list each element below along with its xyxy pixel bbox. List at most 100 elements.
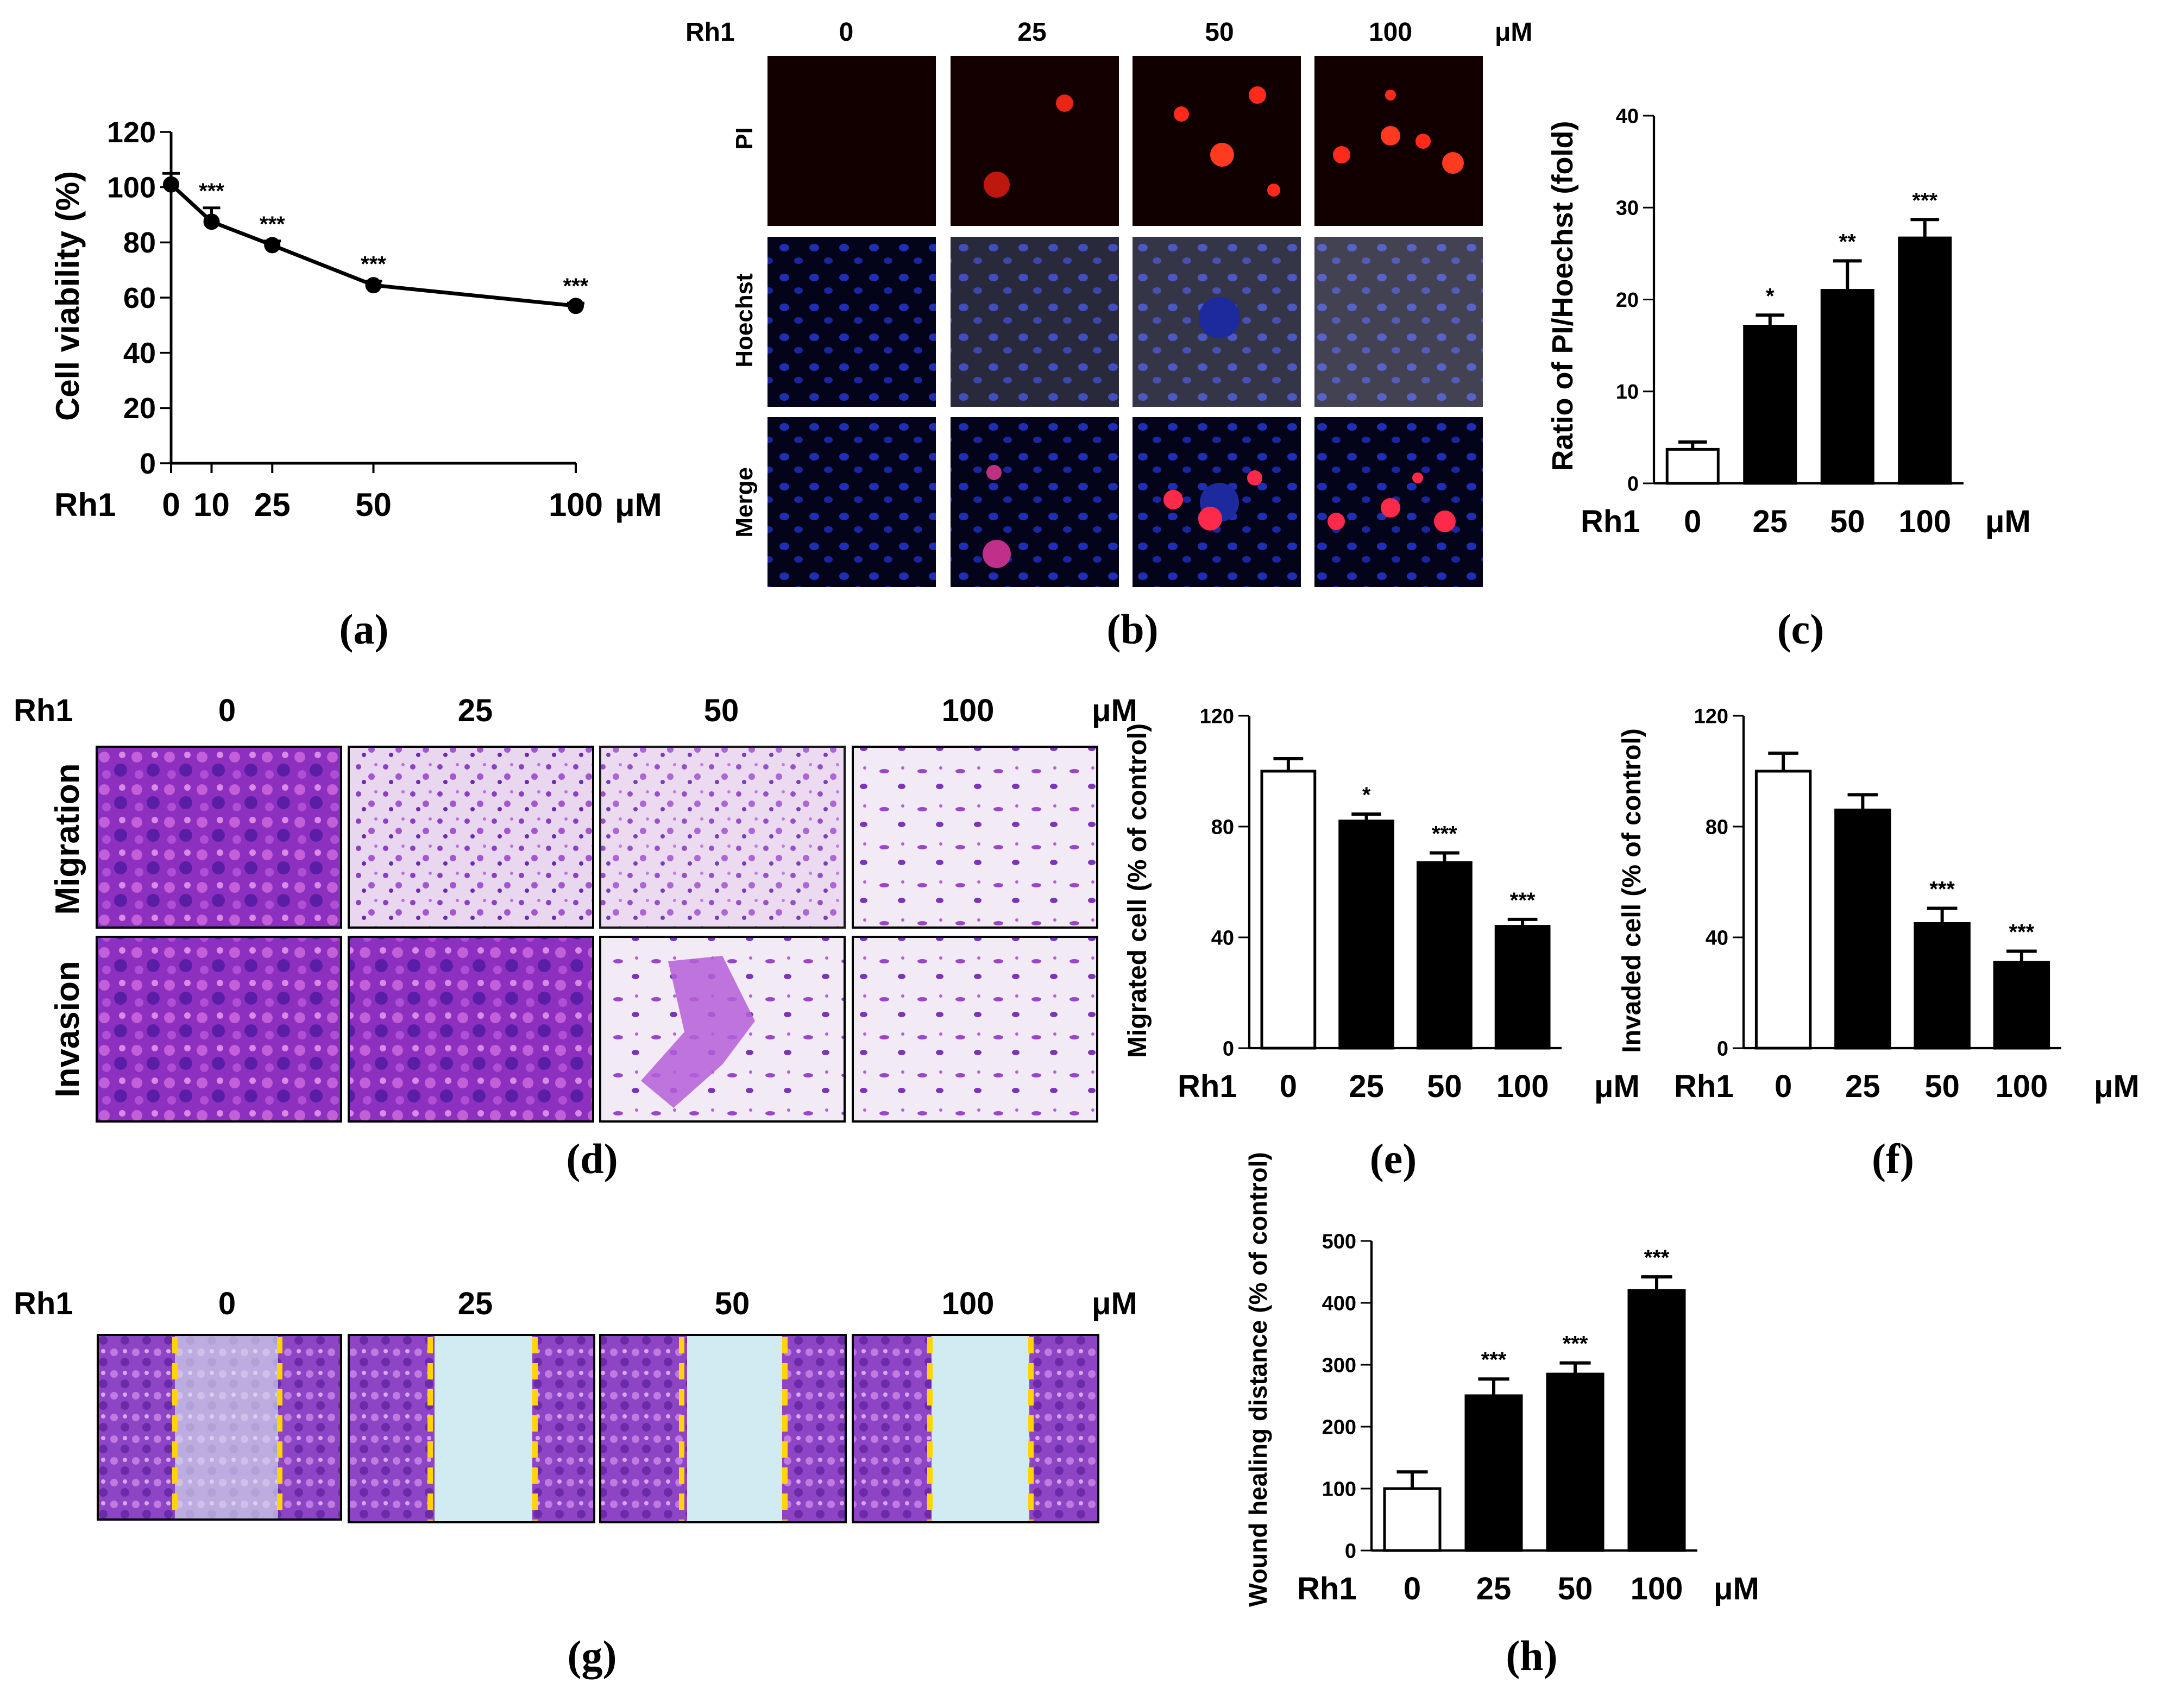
d-row-migration: Migration bbox=[49, 764, 86, 915]
b-merge-100 bbox=[1314, 417, 1483, 587]
chart-a-x-tick-label: 10 bbox=[193, 487, 230, 523]
panel-label-c: (c) bbox=[1777, 606, 1824, 653]
g-treatment-label: Rh1 bbox=[14, 1286, 73, 1321]
d-unit: μM bbox=[1092, 693, 1137, 728]
b-hoechst-25 bbox=[951, 237, 1119, 407]
chart-c-xlabel: Rh1 bbox=[1581, 504, 1640, 539]
chart-h-bar bbox=[1464, 1394, 1523, 1552]
d-invasion-50-cluster bbox=[641, 956, 755, 1108]
b-merge-100-cell bbox=[1381, 498, 1400, 518]
chart-f-bar bbox=[1914, 922, 1971, 1050]
chart-h-significance: *** bbox=[1481, 1348, 1507, 1372]
b-row-hoechst: Hoechst bbox=[731, 273, 758, 368]
chart-e-bar bbox=[1260, 770, 1317, 1050]
d-dose-0: 0 bbox=[218, 693, 236, 728]
panel-label-d: (d) bbox=[566, 1135, 618, 1182]
d-dose-25: 25 bbox=[458, 693, 493, 728]
b-merge-50-cell bbox=[1163, 490, 1183, 509]
b-pi-50-cell bbox=[1174, 106, 1189, 122]
chart-e-y-tick-label: 40 bbox=[1211, 927, 1234, 949]
chart-c-bar bbox=[1820, 289, 1874, 485]
chart-f-bar bbox=[1754, 770, 1812, 1050]
chart-h-xlabel: Rh1 bbox=[1297, 1571, 1357, 1606]
g-wound-50-gap bbox=[687, 1336, 782, 1521]
d-migration-0 bbox=[96, 746, 342, 929]
chart-e-x-tick-label: 50 bbox=[1427, 1069, 1462, 1104]
chart-a-significance: *** bbox=[260, 212, 285, 236]
chart-e-ylabel: Migrated cell (% of control) bbox=[1123, 723, 1152, 1058]
chart-c-y-tick-label: 0 bbox=[1627, 472, 1639, 495]
d-migration-25 bbox=[348, 746, 594, 929]
chart-f-x-tick-label: 0 bbox=[1775, 1069, 1792, 1104]
chart-a-plot: 0 *** 10 *** 25 *** 50 *** 100 bbox=[162, 172, 603, 523]
chart-e-x-tick-label: 25 bbox=[1349, 1069, 1384, 1104]
chart-f-xlabel: Rh1 bbox=[1674, 1069, 1734, 1104]
g-dose-100: 100 bbox=[942, 1286, 995, 1321]
chart-e-bar bbox=[1417, 861, 1473, 1050]
chart-a-unit: μM bbox=[615, 487, 662, 523]
chart-e-xlabel: Rh1 bbox=[1178, 1069, 1237, 1104]
chart-f-bar bbox=[1993, 961, 2050, 1050]
chart-h-bar bbox=[1627, 1289, 1686, 1552]
b-dose-50: 50 bbox=[1205, 18, 1234, 47]
panel-label-b: (b) bbox=[1106, 606, 1158, 653]
g-dose-0: 0 bbox=[218, 1286, 236, 1321]
chart-h-unit: μM bbox=[1714, 1571, 1759, 1606]
chart-f-y-tick-label: 120 bbox=[1694, 705, 1728, 728]
b-pi-100-cell bbox=[1333, 146, 1350, 163]
b-pi-100-cell bbox=[1415, 134, 1431, 149]
chart-c-ylabel: Ratio of PI/Hoechst (fold) bbox=[1546, 121, 1579, 471]
chart-c-y-tick-label: 10 bbox=[1616, 381, 1639, 404]
chart-f-y-tick-label: 80 bbox=[1706, 816, 1728, 839]
chart-c-axes: 0 10 20 30 40 bbox=[1616, 105, 1964, 495]
g-wound-0-gap bbox=[175, 1336, 278, 1518]
chart-h-y-tick-label: 200 bbox=[1322, 1416, 1356, 1439]
chart-h-bar bbox=[1546, 1372, 1605, 1552]
chart-c-y-tick-label: 40 bbox=[1616, 105, 1639, 128]
chart-c-significance: *** bbox=[1912, 188, 1937, 212]
chart-h-bar bbox=[1383, 1487, 1442, 1552]
chart-a-point bbox=[163, 176, 179, 193]
chart-f-y-tick-label: 40 bbox=[1706, 927, 1728, 949]
chart-a-y-tick-label: 60 bbox=[123, 282, 156, 314]
wound-healing-micrographs: Rh1 0 25 50 100 μM bbox=[14, 1286, 1137, 1523]
chart-c-bar bbox=[1665, 448, 1720, 485]
chart-a-significance: *** bbox=[563, 274, 589, 298]
b-pi-100-cell bbox=[1385, 90, 1396, 100]
panel-label-f: (f) bbox=[1872, 1135, 1914, 1182]
chart-f-ylabel: Invaded cell (% of control) bbox=[1618, 728, 1646, 1052]
chart-f-unit: μM bbox=[2094, 1069, 2140, 1104]
b-row-merge: Merge bbox=[731, 467, 758, 538]
chart-e-y-tick-label: 120 bbox=[1200, 705, 1234, 728]
g-unit: μM bbox=[1092, 1286, 1137, 1321]
d-dose-100: 100 bbox=[942, 693, 995, 728]
chart-c-x-tick-label: 100 bbox=[1898, 504, 1951, 539]
chart-c-significance: ** bbox=[1839, 230, 1857, 254]
b-hoechst-50-cell bbox=[1199, 297, 1240, 338]
migration-bar-chart: Migrated cell (% of control) 0 40 80 120 0 *… bbox=[1123, 705, 1640, 1104]
b-pi-100-cell bbox=[1442, 152, 1464, 174]
invasion-bar-chart: Invaded cell (% of control) 0 40 80 120 0 25… bbox=[1618, 705, 2140, 1104]
b-merge-100-cell bbox=[1412, 472, 1423, 483]
chart-c-y-tick-label: 20 bbox=[1616, 289, 1639, 312]
chart-e-significance: *** bbox=[1432, 822, 1457, 846]
chart-c-x-tick-label: 0 bbox=[1684, 504, 1701, 539]
chart-a-y-tick-label: 100 bbox=[107, 172, 156, 204]
chart-c-plot: 0 * 25 ** 50 *** 100 bbox=[1665, 188, 1952, 539]
chart-h-x-tick-label: 100 bbox=[1631, 1571, 1683, 1606]
chart-a-significance: *** bbox=[361, 253, 386, 276]
chart-h-x-tick-label: 0 bbox=[1404, 1571, 1421, 1606]
chart-a-x-tick-label: 50 bbox=[355, 487, 392, 523]
b-merge-100-cell bbox=[1327, 513, 1345, 530]
chart-h-x-tick-label: 25 bbox=[1476, 1571, 1512, 1606]
chart-h-significance: *** bbox=[1644, 1246, 1670, 1270]
b-merge-0 bbox=[767, 417, 936, 587]
d-invasion-100 bbox=[852, 936, 1098, 1123]
chart-f-x-tick-label: 100 bbox=[1995, 1069, 2048, 1104]
chart-f-significance: *** bbox=[1929, 877, 1955, 901]
chart-a-point bbox=[365, 277, 382, 294]
b-pi-25-cell bbox=[1056, 94, 1073, 112]
migration-invasion-micrographs: Rh1 0 25 50 100 μM Migration Invasion bbox=[14, 693, 1137, 1123]
chart-a-y-tick-label: 120 bbox=[107, 116, 156, 149]
chart-c-y-tick-label: 30 bbox=[1616, 197, 1639, 220]
